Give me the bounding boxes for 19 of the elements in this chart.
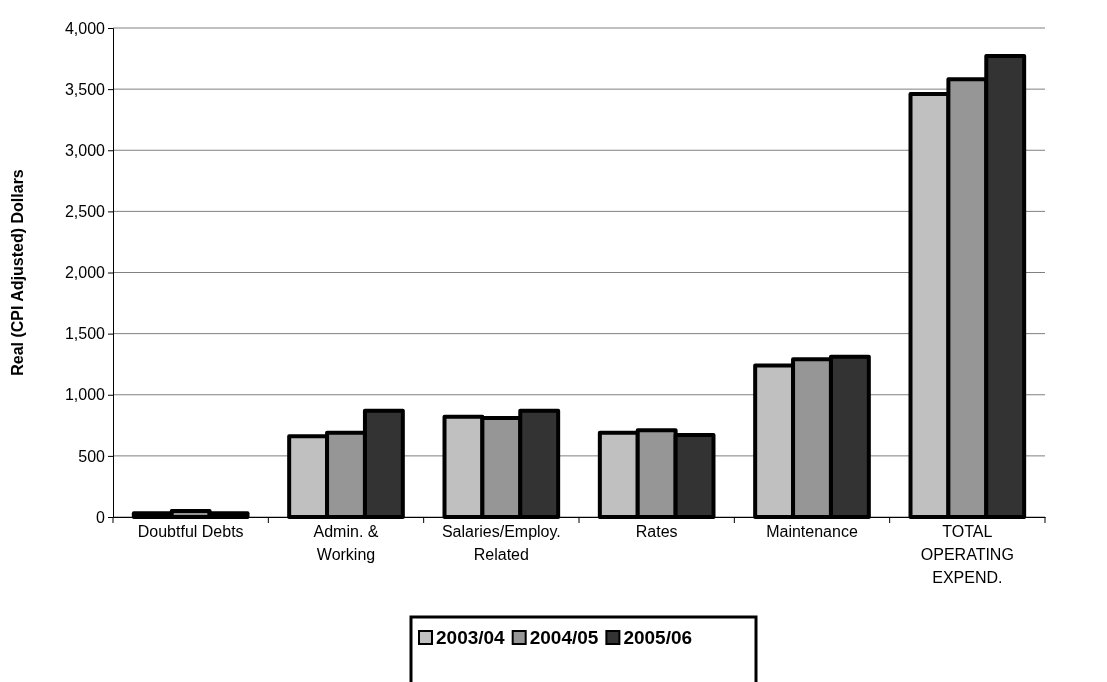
- x-tick-label: TOTAL OPERATING EXPEND.: [920, 523, 1014, 587]
- y-tick-label: 0: [96, 508, 106, 526]
- x-tick-label: Salaries/Employ. Related: [441, 523, 561, 564]
- x-tick-label: Rates: [635, 523, 678, 540]
- y-tick-label: 4,000: [64, 19, 106, 37]
- y-tick-label: 2,500: [64, 202, 106, 220]
- y-tick-label: 1,500: [64, 325, 106, 343]
- x-tick-label: Admin. & Working: [313, 523, 379, 564]
- y-axis-title: Real (CPI Adjusted) Dollars: [9, 169, 26, 376]
- x-tick-label: Maintenance: [766, 523, 858, 540]
- legend-label: 2005/06: [623, 627, 693, 648]
- y-tick-label: 3,000: [64, 141, 106, 159]
- y-tick-label: 500: [78, 447, 106, 465]
- x-tick-label: Doubtful Debts: [137, 523, 244, 540]
- y-tick-label: 1,000: [64, 386, 106, 404]
- y-tick-label: 2,000: [64, 264, 106, 282]
- legend-label: 2004/05: [529, 627, 599, 648]
- legend-label: 2003/04: [436, 627, 506, 648]
- y-tick-label: 3,500: [64, 80, 106, 98]
